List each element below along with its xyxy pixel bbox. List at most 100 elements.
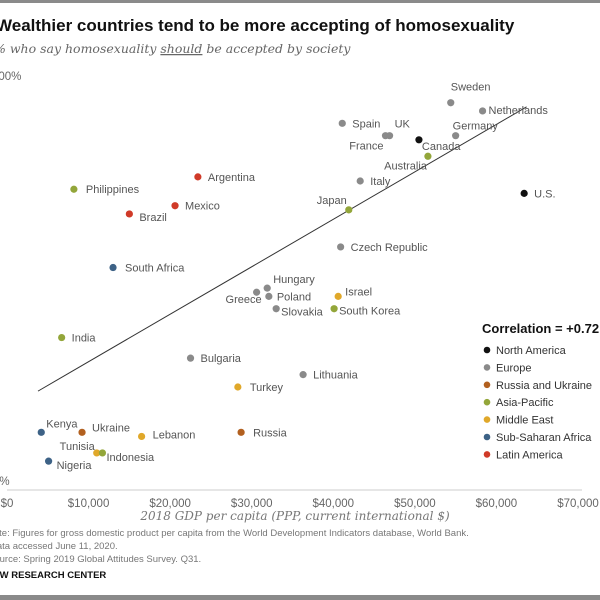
point-marker bbox=[520, 189, 528, 197]
legend-item: Russia and Ukraine bbox=[483, 380, 592, 392]
point-marker bbox=[78, 428, 86, 436]
point-label: Nigeria bbox=[57, 460, 93, 472]
bottom-border bbox=[0, 595, 600, 600]
chart-subtitle: % who say homosexuality should be accept… bbox=[0, 41, 351, 56]
point-marker bbox=[37, 428, 45, 436]
data-point-sweden: Sweden bbox=[447, 82, 491, 107]
point-label: Brazil bbox=[139, 212, 167, 224]
point-marker bbox=[194, 173, 202, 181]
legend-item: North America bbox=[483, 345, 567, 357]
data-point-australia: Australia bbox=[384, 152, 432, 172]
data-point-france: France bbox=[349, 132, 390, 153]
y-tick-0: 0% bbox=[0, 476, 10, 488]
point-marker bbox=[330, 305, 338, 313]
legend-swatch bbox=[483, 433, 491, 441]
point-marker bbox=[98, 449, 107, 457]
point-marker bbox=[272, 305, 280, 313]
point-label: India bbox=[72, 333, 97, 345]
point-label: Hungary bbox=[273, 274, 315, 286]
y-tick-100: 100% bbox=[0, 71, 21, 83]
note-line-1: Note: Figures for gross domestic product… bbox=[0, 528, 469, 539]
data-point-indonesia: Indonesia bbox=[98, 449, 155, 464]
point-label: Japan bbox=[317, 195, 347, 207]
point-marker bbox=[125, 210, 133, 218]
point-label: Turkey bbox=[250, 382, 284, 394]
point-label: Lebanon bbox=[153, 429, 196, 441]
point-label: Argentina bbox=[208, 172, 256, 184]
point-marker bbox=[345, 206, 353, 214]
data-point-russia: Russia bbox=[237, 427, 288, 439]
point-label: Czech Republic bbox=[351, 242, 429, 254]
legend-swatch bbox=[483, 398, 491, 406]
legend-label: Latin America bbox=[496, 449, 564, 461]
point-label: Poland bbox=[277, 291, 311, 303]
legend-item: Middle East bbox=[483, 415, 553, 427]
point-marker bbox=[186, 354, 195, 362]
point-label: South Korea bbox=[339, 306, 401, 318]
legend-swatch bbox=[483, 451, 491, 458]
legend-item: Latin America bbox=[483, 449, 564, 461]
legend-swatch bbox=[483, 381, 491, 389]
data-point-germany: Germany bbox=[452, 121, 498, 140]
data-point-south-africa: South Africa bbox=[109, 263, 185, 275]
point-marker bbox=[337, 243, 345, 251]
legend-item: Asia-Pacific bbox=[483, 397, 554, 409]
legend-item: Sub-Saharan Africa bbox=[483, 432, 592, 444]
point-marker bbox=[70, 185, 78, 193]
data-point-greece: Greece bbox=[226, 288, 262, 306]
x-tick-label: $10,000 bbox=[68, 498, 110, 510]
data-point-south-korea: South Korea bbox=[330, 305, 401, 318]
x-tick-label: $30,000 bbox=[231, 498, 273, 510]
data-point-nigeria: Nigeria bbox=[45, 457, 93, 472]
data-point-czech-republic: Czech Republic bbox=[337, 242, 428, 254]
point-marker bbox=[93, 449, 101, 457]
point-label: UK bbox=[395, 119, 411, 131]
data-point-hungary: Hungary bbox=[263, 274, 315, 292]
pew-footer: PEW RESEARCH CENTER bbox=[0, 570, 106, 581]
point-marker bbox=[137, 432, 146, 441]
point-label: Indonesia bbox=[106, 452, 155, 464]
point-marker bbox=[237, 428, 245, 436]
legend-swatch bbox=[483, 364, 491, 371]
data-point-ukraine: Ukraine bbox=[78, 422, 130, 436]
point-label: Canada bbox=[422, 141, 461, 153]
point-label: South Africa bbox=[125, 263, 185, 275]
legend-item: Europe bbox=[483, 362, 531, 374]
point-label: Lithuania bbox=[313, 370, 359, 382]
note-line-3: Source: Spring 2019 Global Attitudes Sur… bbox=[0, 554, 201, 565]
point-marker bbox=[234, 383, 242, 391]
data-point-italy: Italy bbox=[356, 176, 391, 188]
point-label: Italy bbox=[370, 176, 391, 188]
legend-label: Middle East bbox=[496, 415, 553, 427]
point-label: Australia bbox=[384, 160, 428, 172]
x-tick-label: $50,000 bbox=[394, 498, 436, 510]
data-point-israel: Israel bbox=[334, 286, 372, 300]
point-marker bbox=[58, 333, 66, 342]
point-marker bbox=[299, 371, 307, 379]
data-point-argentina: Argentina bbox=[194, 172, 256, 184]
x-axis-title: 2018 GDP per capita (PPP, current intern… bbox=[139, 509, 450, 523]
legend-swatch bbox=[483, 346, 491, 354]
legend-label: North America bbox=[496, 345, 567, 357]
data-point-brazil: Brazil bbox=[125, 210, 167, 224]
x-tick-label: $60,000 bbox=[476, 498, 518, 510]
point-label: Tunisia bbox=[60, 441, 96, 453]
point-marker bbox=[356, 177, 364, 185]
correlation-label: Correlation = +0.72 bbox=[482, 321, 599, 336]
data-point-turkey: Turkey bbox=[234, 382, 284, 394]
point-marker bbox=[265, 292, 273, 300]
data-point-u-s-: U.S. bbox=[520, 188, 556, 200]
point-label: Greece bbox=[226, 294, 262, 306]
point-label: Kenya bbox=[46, 418, 78, 430]
point-label: France bbox=[349, 141, 383, 153]
legend-label: Sub-Saharan Africa bbox=[496, 432, 592, 444]
data-point-lithuania: Lithuania bbox=[299, 370, 359, 382]
point-marker bbox=[109, 263, 117, 272]
point-marker bbox=[478, 107, 487, 115]
point-marker bbox=[171, 202, 179, 210]
point-label: Netherlands bbox=[489, 105, 549, 117]
point-marker bbox=[263, 284, 271, 292]
point-label: Israel bbox=[345, 286, 372, 298]
point-label: Mexico bbox=[185, 201, 220, 213]
